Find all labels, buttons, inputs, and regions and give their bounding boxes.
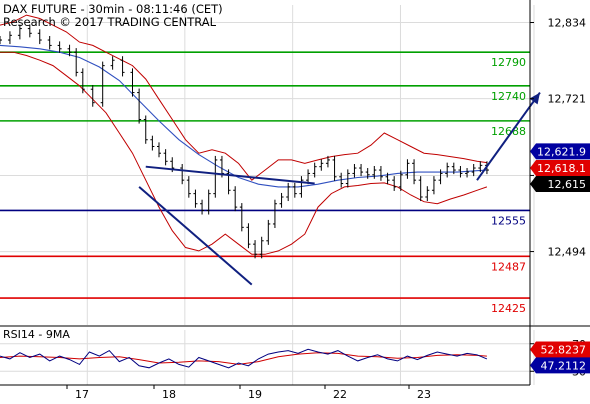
value-badges: 12,621.9 12,618.1 12,615 52.8237 47.2112 bbox=[530, 143, 590, 374]
rsi-badge-label: 47.2112 bbox=[541, 359, 587, 372]
level-label-12487: 12487 bbox=[491, 260, 526, 273]
x-axis-ticks: 17 18 19 22 23 bbox=[66, 385, 431, 401]
level-label-12425: 12425 bbox=[491, 302, 526, 315]
price-line bbox=[0, 24, 489, 259]
level-label-12790: 12790 bbox=[491, 56, 526, 69]
x-tick-label: 22 bbox=[333, 388, 347, 400]
level-label-12740: 12740 bbox=[491, 90, 526, 103]
bollinger-lower-line bbox=[0, 51, 488, 255]
price-badge-bg bbox=[530, 159, 590, 176]
price-badge-label: 12,621.9 bbox=[537, 145, 586, 158]
price-y-tick-label: 12,721 bbox=[548, 93, 587, 106]
projection-arrow-head bbox=[529, 92, 540, 105]
rsi-grid bbox=[0, 330, 535, 385]
level-label-12555: 12555 bbox=[491, 214, 526, 227]
rsi-badge-blue: 47.2112 bbox=[530, 357, 590, 374]
rsi-badge-bg bbox=[530, 341, 590, 358]
price-badge-bg bbox=[530, 176, 590, 193]
rsi-lines bbox=[0, 348, 488, 369]
price-badge-red: 12,618.1 bbox=[530, 159, 590, 176]
trendline bbox=[145, 165, 315, 185]
x-tick-label: 17 bbox=[75, 388, 89, 400]
x-tick-label: 18 bbox=[162, 388, 176, 400]
price-badge-blue: 12,621.9 bbox=[530, 143, 590, 160]
trendline bbox=[138, 186, 253, 286]
x-tick-label: 23 bbox=[417, 388, 431, 400]
price-badge-price: 12,615 bbox=[530, 176, 590, 193]
x-tick-label: 19 bbox=[248, 388, 262, 400]
projection-arrow-shaft bbox=[476, 91, 541, 181]
rsi-badge-bg bbox=[530, 357, 590, 374]
price-y-tick-label: 12,494 bbox=[548, 246, 587, 259]
chart-copyright: Research © 2017 TRADING CENTRAL bbox=[3, 15, 217, 29]
rsi-ma-line bbox=[0, 352, 487, 365]
bollinger-bands bbox=[0, 14, 488, 255]
level-label-12688: 12688 bbox=[491, 125, 526, 138]
chart-title: DAX FUTURE - 30min - 08:11:46 (CET) bbox=[3, 2, 223, 16]
price-badge-label: 12,618.1 bbox=[537, 162, 586, 175]
price-y-tick-label: 12,834 bbox=[548, 17, 587, 30]
trendlines bbox=[138, 91, 541, 286]
price-badge-label: 12,615 bbox=[548, 178, 587, 191]
rsi-panel-title: RSI14 - 9MA bbox=[3, 328, 70, 341]
bollinger-upper-line bbox=[0, 14, 487, 181]
rsi-badge-label: 52.8237 bbox=[541, 344, 587, 357]
price-badge-bg bbox=[530, 143, 590, 160]
price-levels: 12790 12740 12688 12555 12487 12425 bbox=[0, 51, 530, 315]
rsi-line bbox=[0, 348, 488, 369]
rsi-badge-red: 52.8237 bbox=[530, 341, 590, 358]
